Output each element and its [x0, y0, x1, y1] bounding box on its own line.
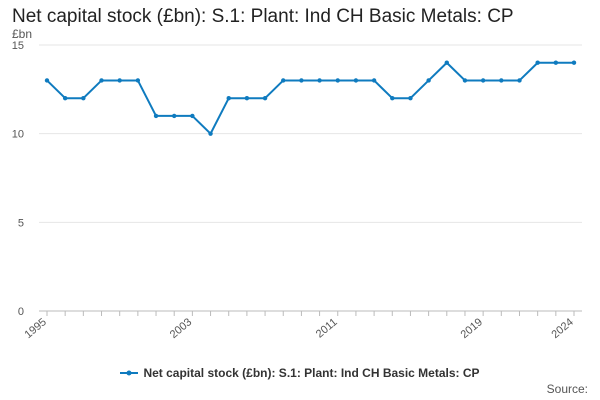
data-point	[190, 113, 195, 119]
chart-title: Net capital stock (£bn): S.1: Plant: Ind…	[12, 6, 514, 27]
series-line	[46, 61, 574, 135]
data-point	[81, 96, 86, 101]
data-point	[571, 60, 577, 65]
y-tick-label: 10	[12, 129, 24, 141]
data-point	[208, 131, 213, 136]
data-point	[317, 78, 322, 83]
data-point	[462, 78, 468, 83]
y-tick-label: 15	[12, 40, 24, 52]
data-point	[281, 78, 286, 83]
data-point	[426, 78, 431, 83]
data-point	[153, 113, 159, 119]
data-point	[353, 78, 359, 83]
source-label: Source:	[546, 382, 588, 396]
data-point	[335, 78, 340, 83]
x-tick-label: 2011	[314, 316, 340, 340]
data-point	[44, 78, 50, 83]
data-point	[135, 78, 141, 83]
data-point	[535, 60, 540, 65]
data-point	[299, 78, 304, 83]
legend-swatch	[120, 370, 139, 376]
legend-label: Net capital stock (£bn): S.1: Plant: Ind…	[143, 366, 480, 380]
x-tick-label: 2003	[168, 316, 194, 341]
legend: Net capital stock (£bn): S.1: Plant: Ind…	[0, 366, 600, 380]
data-point	[517, 78, 522, 83]
data-point	[99, 78, 104, 83]
x-tick-label: 2024	[549, 316, 575, 341]
data-point	[172, 113, 177, 119]
data-point	[408, 96, 413, 101]
x-tick-label: 2019	[459, 316, 485, 341]
y-axis-label: £bn	[12, 27, 32, 41]
x-tick-label: 1995	[22, 316, 48, 341]
data-point	[226, 96, 231, 101]
data-point	[371, 78, 377, 83]
data-point	[480, 78, 486, 83]
data-point	[117, 78, 122, 83]
data-point	[62, 96, 68, 101]
data-point	[553, 60, 559, 65]
data-point	[244, 96, 250, 101]
data-point	[499, 78, 504, 83]
data-point	[390, 96, 395, 101]
data-point	[444, 60, 449, 65]
y-tick-label: 0	[18, 306, 24, 318]
data-point	[262, 96, 268, 101]
y-tick-label: 5	[18, 217, 24, 229]
